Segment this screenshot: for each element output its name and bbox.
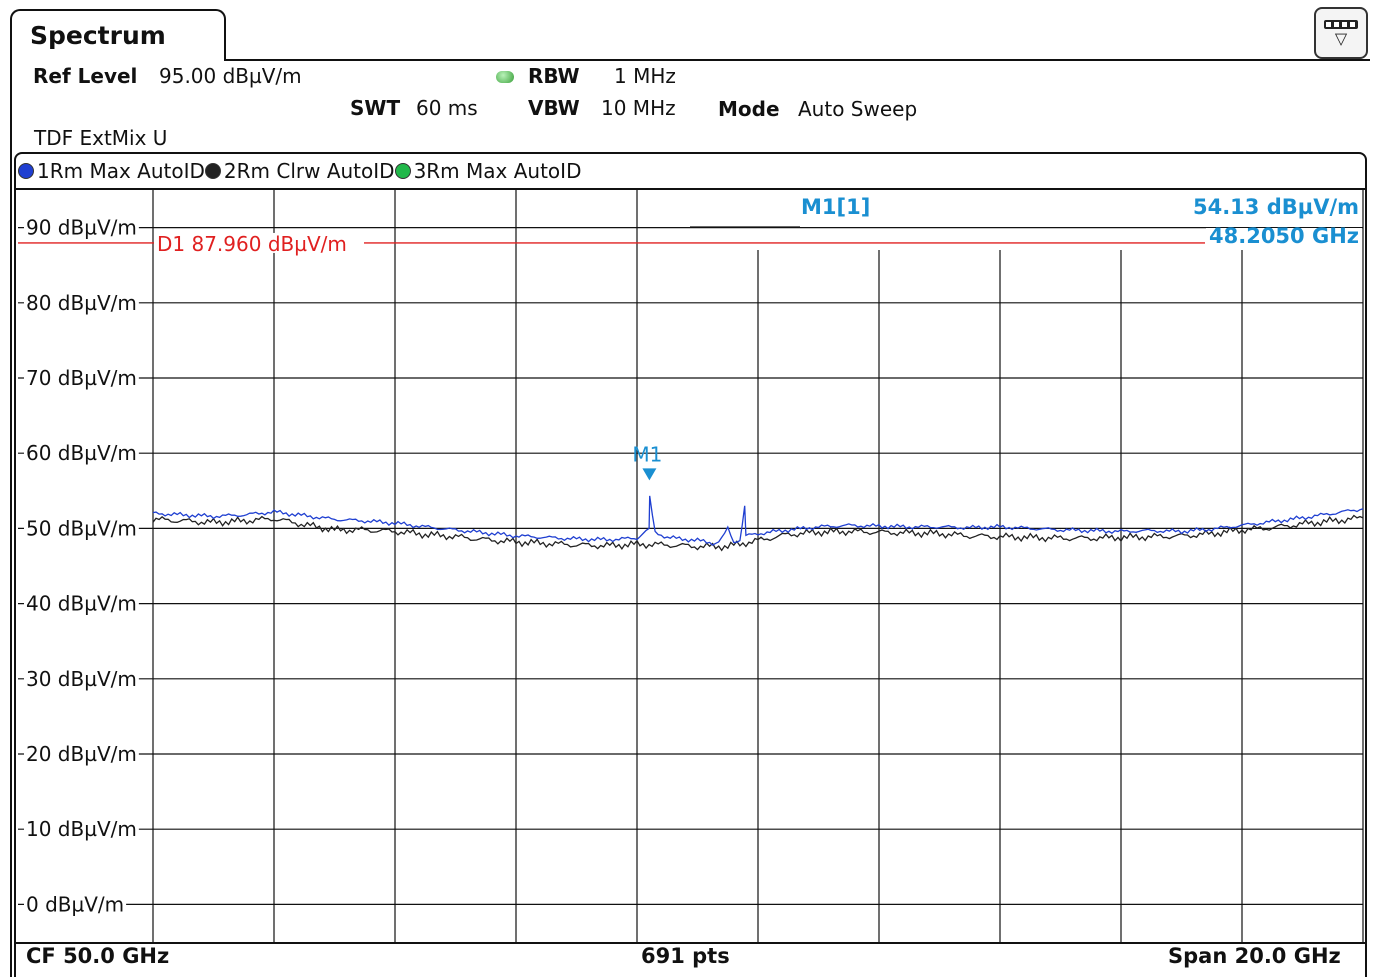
trace2-dot-icon bbox=[204, 163, 221, 179]
sweep-points: 691 pts bbox=[641, 944, 730, 968]
vbw-value: 10 MHz bbox=[601, 96, 676, 120]
span-value: Span 20.0 GHz bbox=[1168, 944, 1341, 968]
marker-info-level: 54.13 dBµV/m bbox=[1193, 195, 1359, 219]
footer-divider bbox=[16, 942, 1365, 944]
tab-title: Spectrum bbox=[30, 21, 166, 50]
display-line-d1: D1 87.960 dBµV/m bbox=[18, 232, 1205, 256]
y-tick-label-bg bbox=[24, 666, 139, 691]
y-tick-label: 60 dBµV/m bbox=[26, 441, 137, 465]
y-tick-label: 90 dBµV/m bbox=[26, 216, 137, 240]
marker-info: M1[1] 54.13 dBµV/m 48.2050 GHz bbox=[690, 195, 1362, 250]
y-tick-label-bg bbox=[24, 742, 139, 766]
y-tick-label: 30 dBµV/m bbox=[26, 667, 137, 691]
diagram-frame bbox=[14, 152, 1367, 977]
y-tick-label-bg bbox=[24, 441, 139, 466]
marker-info-name: M1[1] bbox=[801, 195, 870, 219]
marker-label: M1 bbox=[632, 442, 662, 466]
y-tick-label-bg bbox=[24, 366, 139, 390]
y-tick-label-bg bbox=[24, 215, 139, 240]
rbw-value: 1 MHz bbox=[614, 64, 676, 88]
vbw-label: VBW bbox=[528, 96, 580, 120]
markers: M1 bbox=[632, 442, 662, 481]
swt-value: 60 ms bbox=[416, 96, 478, 120]
legend-divider bbox=[16, 188, 1365, 190]
legend-item-trace3[interactable]: 3Rm Max AutoID bbox=[394, 159, 582, 183]
y-tick-label: 70 dBµV/m bbox=[26, 366, 137, 390]
marker-triangle bbox=[642, 468, 657, 481]
spectrum-tab[interactable]: Spectrum bbox=[10, 9, 226, 61]
mixer-label: TDF ExtMix U bbox=[34, 126, 168, 150]
legend-item-trace1[interactable]: 1Rm Max AutoID bbox=[18, 159, 205, 183]
y-tick-labels: 0 dBµV/m 10 dBµV/m 20 dBµV/m 30 dBµV/m 40 dB… bbox=[24, 215, 139, 917]
center-frequency: CF 50.0 GHz bbox=[26, 944, 170, 968]
status-led-icon bbox=[496, 71, 514, 83]
legend-item-trace2[interactable]: 2Rm Clrw AutoID bbox=[204, 159, 395, 183]
display-menu-button[interactable]: ▽ bbox=[1314, 7, 1368, 59]
mode-label: Mode bbox=[718, 97, 780, 121]
traces bbox=[152, 495, 1364, 552]
y-tick-label: 80 dBµV/m bbox=[26, 291, 137, 315]
swt-label: SWT bbox=[350, 96, 401, 120]
y-tick-label: 0 dBµV/m bbox=[26, 892, 124, 916]
y-tick-label-bg bbox=[24, 591, 139, 616]
trace-2 bbox=[152, 514, 1364, 552]
trace3-dot-icon bbox=[394, 163, 411, 179]
y-tick-label: 20 dBµV/m bbox=[26, 742, 137, 766]
legend-label-trace1: 1Rm Max AutoID bbox=[37, 159, 205, 183]
marker-info-freq: 48.2050 GHz bbox=[1209, 224, 1359, 248]
y-tick-label-bg bbox=[24, 892, 127, 917]
chevron-down-icon: ▽ bbox=[1334, 28, 1348, 48]
y-tick-label-bg bbox=[24, 817, 139, 842]
legend-label-trace3: 3Rm Max AutoID bbox=[413, 159, 582, 183]
frame-left-edge bbox=[10, 59, 12, 977]
menu-bar-icon bbox=[1324, 19, 1358, 29]
y-tick-label: 40 dBµV/m bbox=[26, 592, 137, 616]
trace-1 bbox=[152, 495, 1364, 546]
ref-level-value: 95.00 dBµV/m bbox=[159, 64, 302, 88]
y-tick-label: 50 dBµV/m bbox=[26, 516, 137, 540]
d1-label: D1 87.960 dBµV/m bbox=[157, 232, 347, 256]
y-tick-label-bg bbox=[24, 516, 139, 541]
marker-info-freq-bg bbox=[1206, 228, 1362, 250]
rbw-label: RBW bbox=[528, 64, 580, 88]
tab-divider bbox=[225, 59, 1370, 61]
mode-value: Auto Sweep bbox=[798, 97, 918, 121]
d1-label-bg bbox=[154, 232, 364, 253]
trace-legend: 1Rm Max AutoID 2Rm Clrw AutoID 3Rm Max A… bbox=[18, 158, 581, 184]
trace1-dot-icon bbox=[18, 163, 34, 179]
ref-level-label: Ref Level bbox=[33, 64, 138, 88]
y-tick-label-bg bbox=[24, 290, 139, 315]
y-tick-label: 10 dBµV/m bbox=[26, 817, 137, 841]
grid-lines bbox=[18, 190, 1364, 942]
legend-label-trace2: 2Rm Clrw AutoID bbox=[223, 159, 395, 183]
